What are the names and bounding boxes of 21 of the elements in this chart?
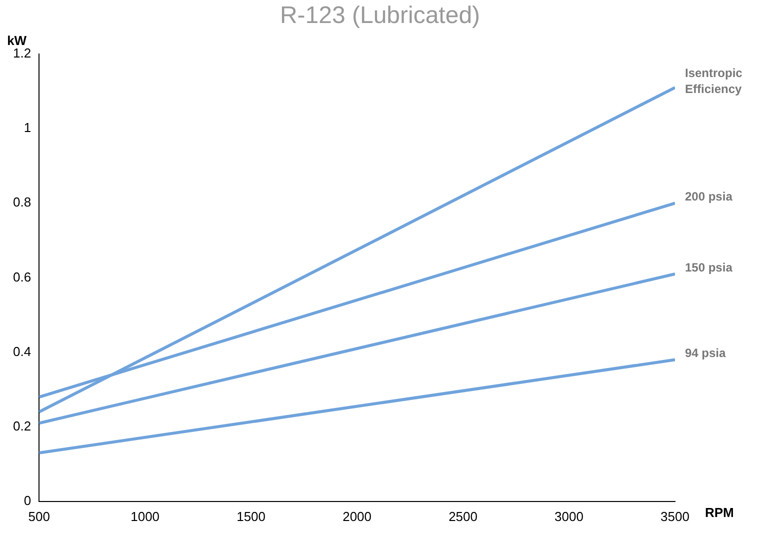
y-tick-label: 0.4: [12, 344, 32, 359]
y-axis-title: kW: [7, 33, 28, 48]
series-label: Isentropic Efficiency: [685, 66, 743, 96]
x-tick-label: 1500: [236, 508, 266, 524]
y-tick-label: 0.6: [12, 269, 32, 284]
y-tick-label: 0: [24, 492, 32, 508]
series-label: 200 psia: [685, 189, 733, 204]
x-tick-label: 3500: [660, 508, 690, 524]
x-tick-label: 2000: [342, 508, 372, 524]
x-tick-label: 3000: [554, 508, 584, 524]
y-tick-label: 1.2: [12, 46, 32, 61]
series-label: 94 psia: [685, 346, 726, 360]
series-label: 150 psia: [685, 260, 733, 274]
y-tick-label: 1: [24, 120, 32, 136]
x-tick-label: 2500: [448, 508, 478, 524]
x-tick-label: 500: [28, 508, 50, 524]
y-tick-label: 0.8: [12, 194, 32, 210]
chart-title: R-123 (Lubricated): [278, 1, 482, 31]
x-tick-label: 1000: [130, 508, 160, 524]
x-axis-title: RPM: [705, 504, 734, 520]
y-tick-label: 0.2: [12, 418, 32, 434]
